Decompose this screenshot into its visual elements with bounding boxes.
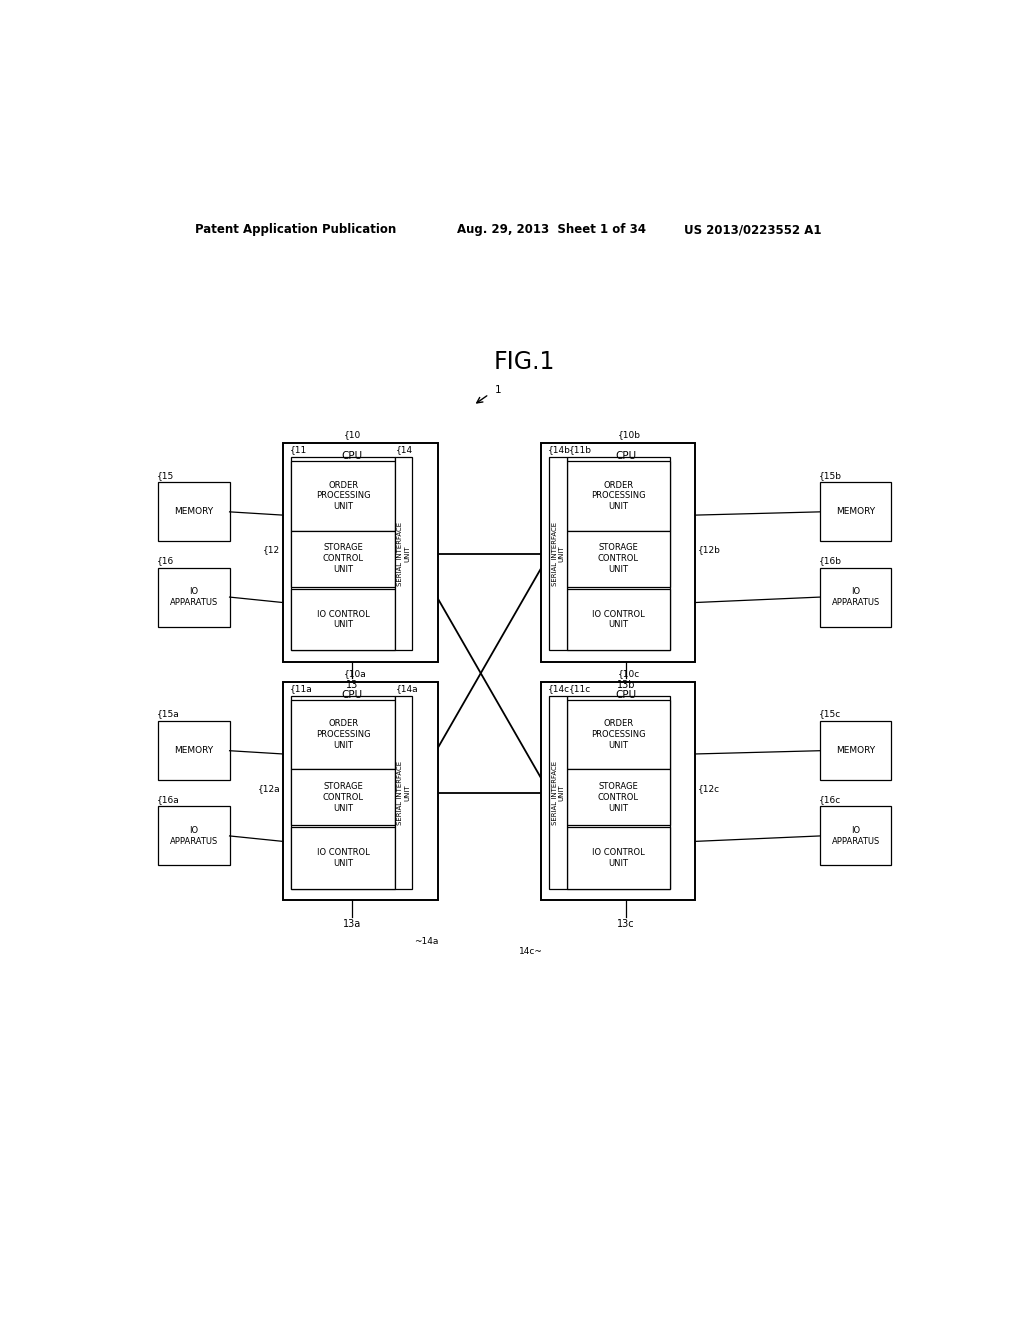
Bar [567,457,670,651]
Text: IO CONTROL
UNIT: IO CONTROL UNIT [316,849,370,869]
Bar [567,770,670,825]
Text: 13: 13 [346,680,358,690]
Bar [292,457,394,651]
Text: SERIAL INTERFACE
UNIT: SERIAL INTERFACE UNIT [552,760,565,825]
Bar [567,461,670,531]
Text: {16b: {16b [818,556,842,565]
Bar [567,531,670,586]
Bar [541,682,695,900]
Text: {11a: {11a [290,685,312,693]
Text: {12: {12 [263,545,281,554]
Text: {15: {15 [157,471,174,479]
Bar [394,696,412,890]
Text: CPU: CPU [615,451,637,461]
Text: STORAGE
CONTROL
UNIT: STORAGE CONTROL UNIT [598,544,639,574]
Text: MEMORY: MEMORY [837,507,876,516]
Bar [283,444,437,661]
Text: {10b: {10b [618,430,641,440]
Text: {16a: {16a [157,795,179,804]
Text: US 2013/0223552 A1: US 2013/0223552 A1 [684,223,821,236]
Bar [567,700,670,770]
Text: IO CONTROL
UNIT: IO CONTROL UNIT [592,610,645,630]
Text: IO
APPARATUS: IO APPARATUS [831,826,880,846]
Text: CPU: CPU [342,451,362,461]
Text: SERIAL INTERFACE
UNIT: SERIAL INTERFACE UNIT [552,521,565,586]
Text: 13a: 13a [343,919,361,929]
Text: {14c: {14c [548,685,570,693]
Text: IO
APPARATUS: IO APPARATUS [170,587,218,607]
Text: 13b: 13b [616,680,635,690]
Bar [292,828,394,890]
Text: {10c: {10c [618,669,640,678]
Text: 13c: 13c [617,919,635,929]
Bar [283,682,437,900]
Bar [567,589,670,651]
Text: {15b: {15b [818,471,842,479]
Text: ORDER
PROCESSING
UNIT: ORDER PROCESSING UNIT [591,480,646,511]
Text: {16c: {16c [818,795,841,804]
Text: CPU: CPU [342,690,362,700]
Bar [292,696,394,890]
Bar [158,568,229,627]
Text: {15c: {15c [818,710,841,718]
Text: IO CONTROL
UNIT: IO CONTROL UNIT [592,849,645,869]
Text: IO
APPARATUS: IO APPARATUS [831,587,880,607]
Bar [567,696,670,890]
Text: {12b: {12b [697,545,721,554]
Bar [550,696,567,890]
Text: SERIAL INTERFACE
UNIT: SERIAL INTERFACE UNIT [396,760,410,825]
Text: {15a: {15a [157,710,179,718]
Text: STORAGE
CONTROL
UNIT: STORAGE CONTROL UNIT [323,783,364,813]
Text: ORDER
PROCESSING
UNIT: ORDER PROCESSING UNIT [315,719,371,750]
Text: SERIAL INTERFACE
UNIT: SERIAL INTERFACE UNIT [396,521,410,586]
Bar [292,770,394,825]
Text: {11: {11 [290,446,307,454]
Bar [394,457,412,651]
Bar [292,461,394,531]
Bar [541,444,695,661]
Text: Patent Application Publication: Patent Application Publication [196,223,396,236]
Bar [158,482,229,541]
Bar [550,457,567,651]
Text: FIG.1: FIG.1 [495,350,555,374]
Bar [567,828,670,890]
Text: MEMORY: MEMORY [837,746,876,755]
Text: IO CONTROL
UNIT: IO CONTROL UNIT [316,610,370,630]
Text: {10a: {10a [344,669,367,678]
Text: STORAGE
CONTROL
UNIT: STORAGE CONTROL UNIT [598,783,639,813]
Text: IO
APPARATUS: IO APPARATUS [170,826,218,846]
Bar [820,807,892,866]
Bar [158,807,229,866]
Text: ORDER
PROCESSING
UNIT: ORDER PROCESSING UNIT [315,480,371,511]
Text: MEMORY: MEMORY [174,507,213,516]
Text: STORAGE
CONTROL
UNIT: STORAGE CONTROL UNIT [323,544,364,574]
Text: 1: 1 [495,385,502,395]
Text: {10: {10 [344,430,361,440]
Bar [292,531,394,586]
Bar [292,700,394,770]
Bar [820,482,892,541]
Bar [820,568,892,627]
Text: {11b: {11b [568,446,592,454]
Bar [158,721,229,780]
Text: ~14a: ~14a [415,936,439,945]
Text: {14b: {14b [548,446,570,454]
Text: MEMORY: MEMORY [174,746,213,755]
Bar [292,589,394,651]
Text: ORDER
PROCESSING
UNIT: ORDER PROCESSING UNIT [591,719,646,750]
Text: {14a: {14a [395,685,418,693]
Bar [820,721,892,780]
Text: CPU: CPU [615,690,637,700]
Text: {14: {14 [395,446,413,454]
Text: {11c: {11c [568,685,591,693]
Text: {16: {16 [157,556,174,565]
Text: {12a: {12a [258,784,281,793]
Text: {12c: {12c [697,784,720,793]
Text: 14c~: 14c~ [519,946,543,956]
Text: Aug. 29, 2013  Sheet 1 of 34: Aug. 29, 2013 Sheet 1 of 34 [458,223,646,236]
